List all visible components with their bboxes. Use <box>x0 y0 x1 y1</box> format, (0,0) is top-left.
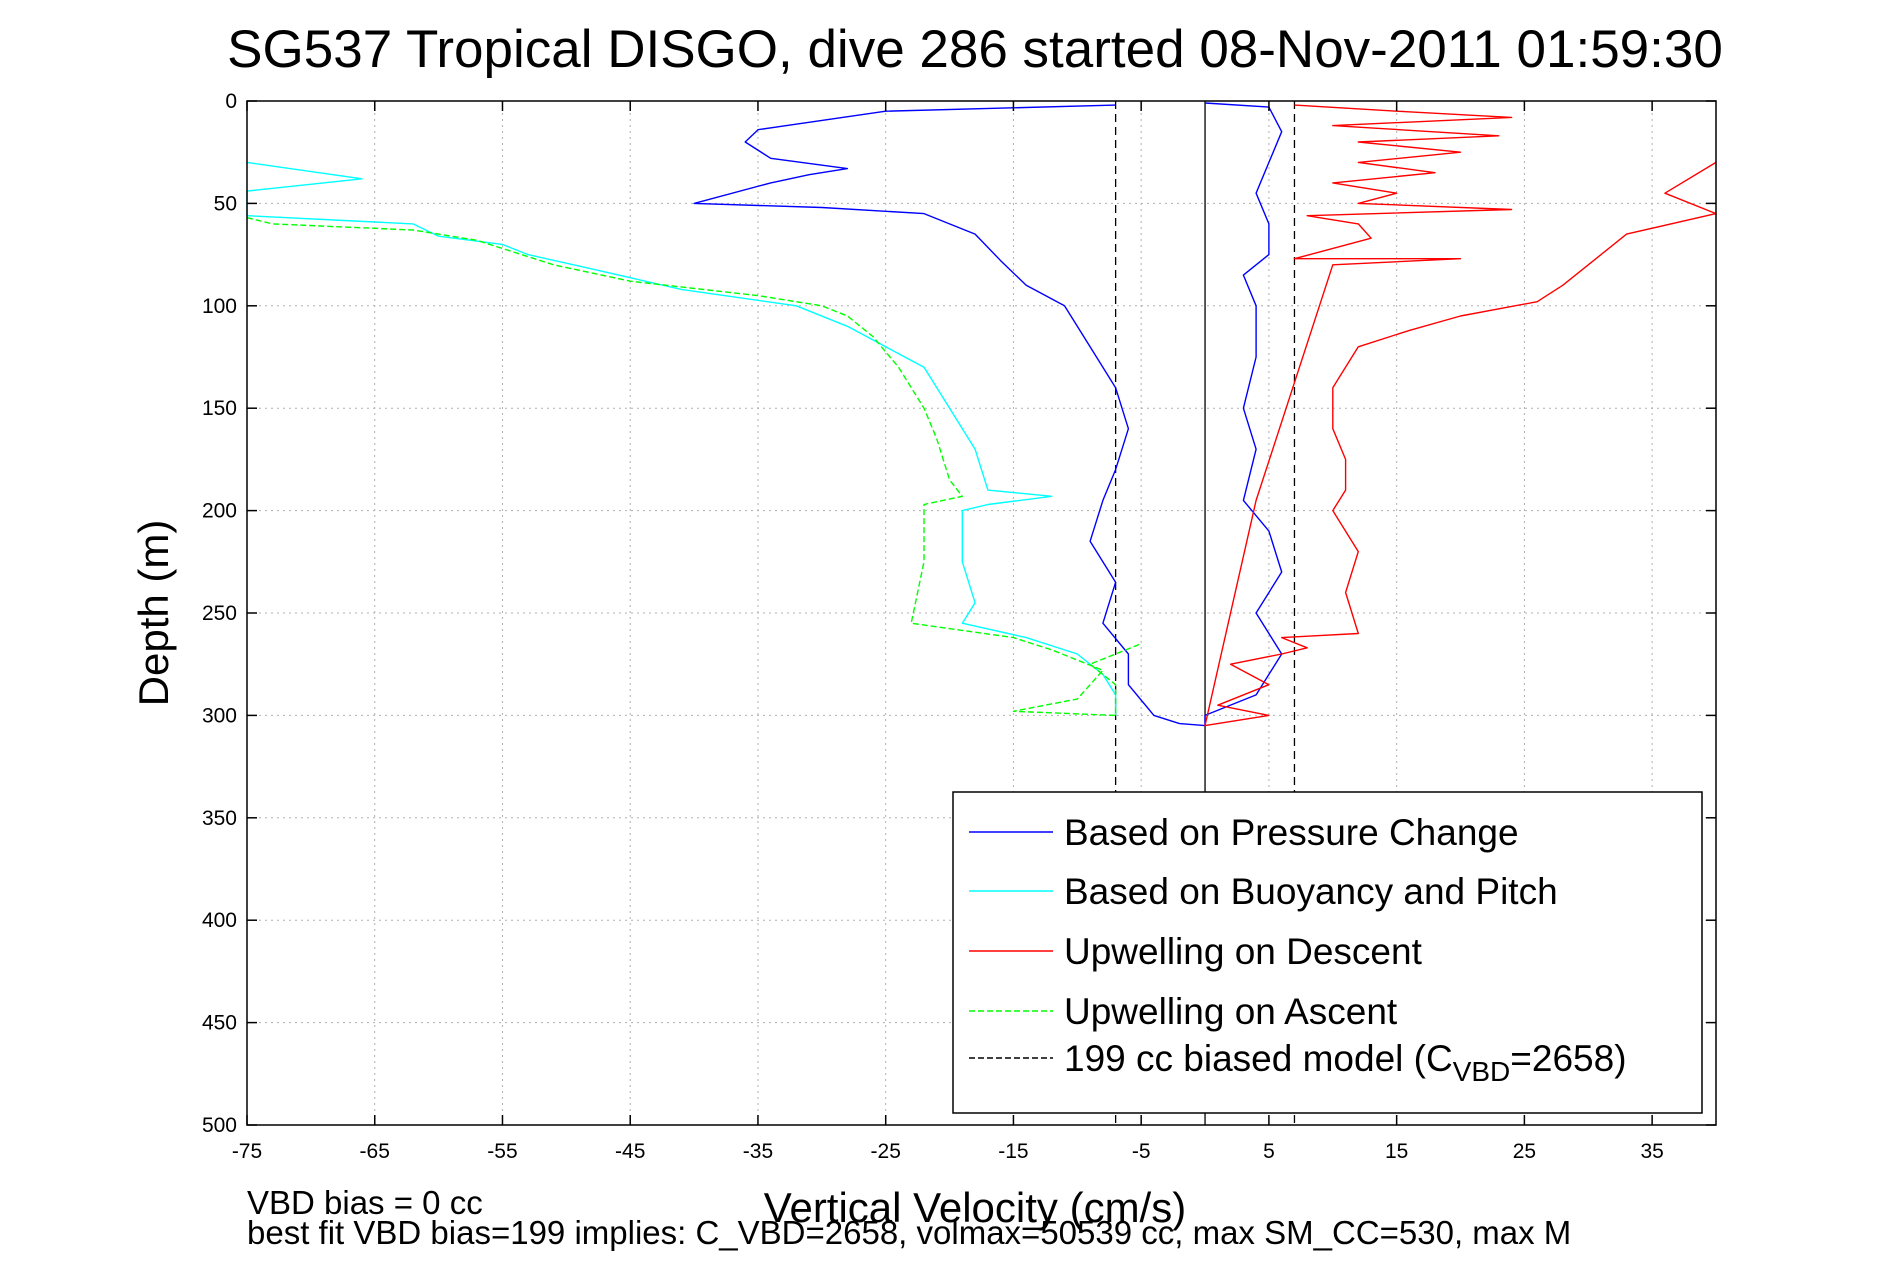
series-line <box>246 217 1142 717</box>
x-tick-label: 5 <box>1263 1140 1275 1163</box>
x-tick-label: -55 <box>487 1140 517 1163</box>
x-tick-label: 25 <box>1513 1140 1536 1163</box>
y-tick-label: 0 <box>225 90 237 113</box>
y-tick-label: 100 <box>202 295 237 318</box>
x-tick-label: -75 <box>232 1140 262 1163</box>
series-line <box>1204 104 1717 727</box>
series-line <box>693 102 1283 727</box>
y-tick-label: 350 <box>202 807 237 830</box>
series-line <box>246 161 1117 716</box>
x-tick-label: 15 <box>1385 1140 1408 1163</box>
legend: Based on Pressure Change Based on Buoyanc… <box>952 791 1703 1114</box>
legend-label: Based on Buoyancy and Pitch <box>1064 871 1558 912</box>
x-axis-ticks: -75 -65 -55 -45 -35 -25 -15 -5 5 15 25 35 <box>232 101 1664 1163</box>
legend-label: Based on Pressure Change <box>1064 812 1519 853</box>
x-tick-label: -45 <box>615 1140 645 1163</box>
y-tick-label: 50 <box>214 192 237 215</box>
y-axis-label: Depth (m) <box>130 520 177 707</box>
legend-entries: Based on Pressure Change Based on Buoyanc… <box>969 812 1627 1087</box>
y-tick-label: 400 <box>202 909 237 932</box>
plot-series <box>246 102 1717 727</box>
x-tick-label: -15 <box>998 1140 1028 1163</box>
legend-label: Upwelling on Descent <box>1064 931 1423 972</box>
y-axis-ticks: 0 50 100 150 200 250 300 350 400 450 500 <box>202 90 1716 1137</box>
bias-note: VBD bias = 0 cc <box>247 1184 483 1221</box>
x-tick-label: 35 <box>1640 1140 1663 1163</box>
best-fit-note: best fit VBD bias=199 implies: C_VBD=265… <box>247 1214 1571 1251</box>
x-tick-label: -35 <box>743 1140 773 1163</box>
y-tick-label: 150 <box>202 397 237 420</box>
x-tick-label: -5 <box>1132 1140 1151 1163</box>
x-axis-label: Vertical Velocity (cm/s) <box>764 1184 1186 1231</box>
y-tick-label: 200 <box>202 500 237 523</box>
y-tick-label: 250 <box>202 602 237 625</box>
y-tick-label: 300 <box>202 704 237 727</box>
legend-box <box>952 791 1703 1114</box>
legend-label: Upwelling on Ascent <box>1064 991 1398 1032</box>
x-tick-label: -25 <box>871 1140 901 1163</box>
chart-title: SG537 Tropical DISGO, dive 286 started 0… <box>227 20 1723 79</box>
x-tick-label: -65 <box>360 1140 390 1163</box>
y-tick-label: 500 <box>202 1114 237 1137</box>
legend-label: 199 cc biased model (CVBD=2658) <box>1064 1038 1627 1087</box>
y-tick-label: 450 <box>202 1012 237 1035</box>
